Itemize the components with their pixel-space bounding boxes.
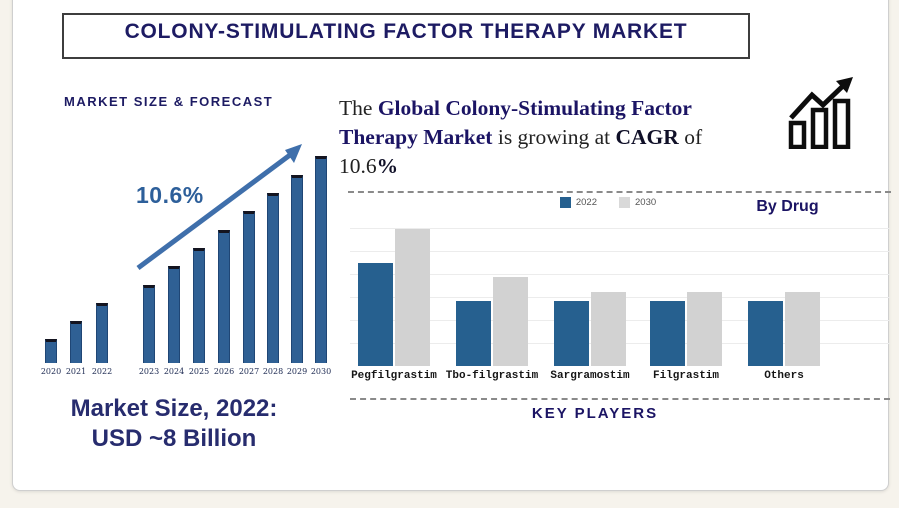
bydrug-bar-2022-tbo-filgrastim — [456, 301, 491, 366]
bydrug-bar-2022-filgrastim — [650, 301, 685, 366]
legend-item-2022: 2022 — [559, 197, 597, 208]
key-players-heading: KEY PLAYERS — [531, 405, 659, 422]
market-size-note-line2: USD ~8 Billion — [91, 425, 257, 452]
intro-segment: % — [376, 154, 399, 178]
forecast-year-label: 2030 — [310, 367, 332, 376]
forecast-year-label: 2026 — [213, 367, 235, 376]
forecast-year-label: 2021 — [65, 367, 87, 376]
growth-chart-icon — [788, 77, 853, 149]
content-card — [12, 0, 889, 491]
forecast-bar-2027 — [243, 211, 255, 363]
intro-segment: The — [339, 96, 378, 120]
divider-top-dashed — [348, 191, 891, 193]
forecast-bar-2022 — [96, 303, 108, 363]
legend-swatch-2030 — [619, 197, 630, 208]
left-chart-heading: MARKET SIZE & FORECAST — [64, 94, 274, 109]
bydrug-bar-2022-others — [748, 301, 783, 366]
forecast-bar-2021 — [70, 321, 82, 363]
bydrug-bar-2022-sargramostim — [554, 301, 589, 366]
forecast-bar-2029 — [291, 175, 303, 363]
forecast-year-label: 2023 — [138, 367, 160, 376]
intro-segment: Global Colony-Stimulating Factor — [377, 96, 692, 120]
bydrug-category-label: Pegfilgrastim — [351, 370, 437, 382]
forecast-year-label: 2024 — [163, 367, 185, 376]
forecast-year-label: 2022 — [91, 367, 113, 376]
title-banner: COLONY-STIMULATING FACTOR THERAPY MARKET — [62, 13, 750, 59]
bydrug-category-label: Tbo-filgrastim — [445, 370, 539, 382]
bydrug-bar-2030-others — [785, 292, 820, 366]
chart-gridline — [350, 274, 890, 275]
by-drug-label: By Drug — [756, 198, 819, 215]
forecast-year-label: 2028 — [262, 367, 284, 376]
bydrug-category-label: Sargramostim — [550, 370, 630, 382]
intro-segment: 10.6 — [339, 154, 377, 178]
forecast-bar-2030 — [315, 156, 327, 363]
bydrug-bar-2030-pegfilgrastim — [395, 229, 430, 366]
cagr-annotation: 10.6% — [136, 182, 204, 208]
bydrug-category-label: Filgrastim — [652, 370, 719, 382]
forecast-bar-2023 — [143, 285, 155, 363]
intro-paragraph: The Global Colony-Stimulating Factor Ther… — [339, 94, 799, 181]
chart-gridline — [350, 228, 890, 229]
bydrug-bar-2022-pegfilgrastim — [358, 263, 393, 366]
forecast-bar-2028 — [267, 193, 279, 363]
intro-segment: of — [678, 125, 703, 149]
legend-label: 2030 — [635, 197, 657, 208]
forecast-year-label: 2029 — [286, 367, 308, 376]
bydrug-bar-2030-filgrastim — [687, 292, 722, 366]
market-size-note: Market Size, 2022: USD ~8 Billion — [28, 394, 320, 454]
bydrug-bar-2030-tbo-filgrastim — [493, 277, 528, 366]
legend-swatch-2022 — [559, 197, 571, 208]
intro-line: The Global Colony-Stimulating Factor — [339, 94, 799, 123]
market-size-note-line1: Market Size, 2022: — [70, 395, 278, 422]
forecast-bar-2026 — [218, 230, 230, 363]
legend-item-2030: 2030 — [619, 197, 656, 208]
forecast-bar-2020 — [45, 339, 57, 363]
bydrug-bar-2030-sargramostim — [591, 292, 626, 366]
chart-gridline — [350, 251, 890, 252]
intro-segment: CAGR — [615, 125, 679, 149]
forecast-bar-2025 — [193, 248, 205, 363]
bydrug-category-label: Others — [764, 370, 804, 382]
intro-segment: is growing at — [492, 125, 616, 149]
intro-line: Therapy Market is growing at CAGR of — [339, 123, 799, 152]
intro-segment: Therapy Market — [339, 125, 493, 149]
forecast-year-label: 2025 — [188, 367, 210, 376]
divider-bottom-dashed — [350, 398, 890, 400]
growth-arrow — [136, 144, 302, 271]
forecast-year-label: 2027 — [238, 367, 260, 376]
intro-line: 10.6% — [339, 152, 799, 181]
page-title: COLONY-STIMULATING FACTOR THERAPY MARKET — [124, 20, 688, 43]
by-drug-legend: 2022 2030 — [498, 197, 718, 208]
legend-label: 2022 — [575, 197, 597, 208]
forecast-bar-2024 — [168, 266, 180, 363]
forecast-year-label: 2020 — [40, 367, 62, 376]
